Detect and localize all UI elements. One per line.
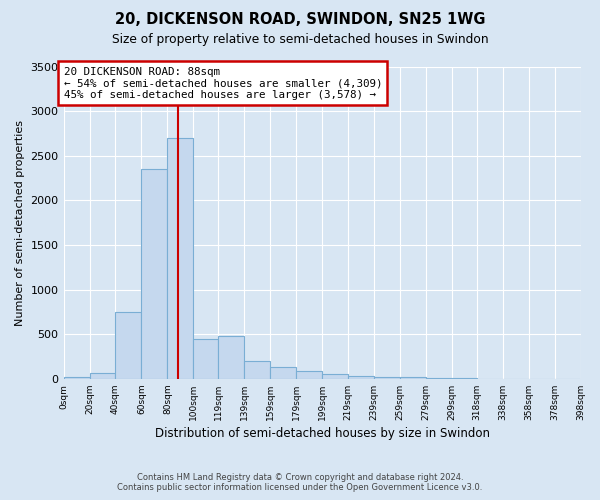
Bar (167, 138, 193, 379)
Text: 20 DICKENSON ROAD: 88sqm
← 54% of semi-detached houses are smaller (4,309)
45% o: 20 DICKENSON ROAD: 88sqm ← 54% of semi-d… (64, 66, 382, 100)
Y-axis label: Number of semi-detached properties: Number of semi-detached properties (15, 120, 25, 326)
Bar (193, 338, 218, 379)
Bar (426, 378, 452, 379)
Bar (115, 312, 142, 379)
Text: Contains HM Land Registry data © Crown copyright and database right 2024.
Contai: Contains HM Land Registry data © Crown c… (118, 473, 482, 492)
Bar (322, 374, 348, 379)
Bar (64, 378, 89, 379)
Bar (270, 367, 296, 379)
Bar (374, 377, 400, 379)
Bar (348, 376, 374, 379)
Bar (296, 371, 322, 379)
Bar (400, 378, 426, 379)
Bar (218, 336, 244, 379)
Text: Size of property relative to semi-detached houses in Swindon: Size of property relative to semi-detach… (112, 33, 488, 46)
Bar (89, 374, 115, 379)
Bar (142, 169, 167, 379)
Bar (244, 361, 270, 379)
Text: 20, DICKENSON ROAD, SWINDON, SN25 1WG: 20, DICKENSON ROAD, SWINDON, SN25 1WG (115, 12, 485, 27)
X-axis label: Distribution of semi-detached houses by size in Swindon: Distribution of semi-detached houses by … (155, 427, 490, 440)
